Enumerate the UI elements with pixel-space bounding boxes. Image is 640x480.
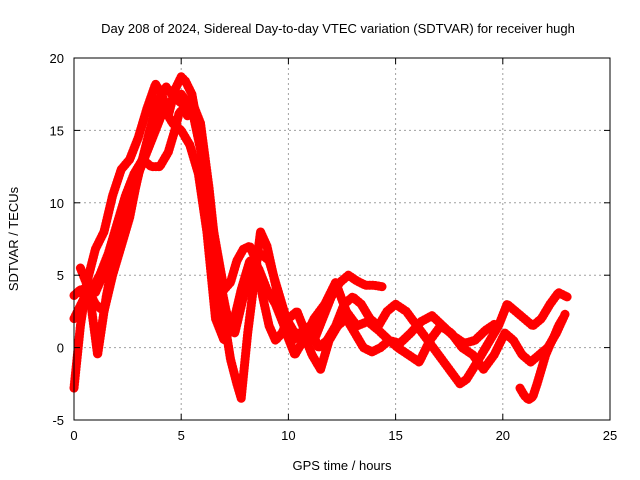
y-tick-label: 10: [50, 196, 64, 211]
y-axis-label: SDTVAR / TECUs: [6, 186, 21, 291]
series-track-c-markers: [73, 104, 572, 389]
tick-layer: 0 5 10 15 20 25 -5 0 5 10 15 20: [50, 51, 618, 443]
series-track-f-markers: [515, 314, 568, 405]
series-track-e-markers: [69, 104, 193, 300]
x-tick-label: 0: [70, 428, 77, 443]
x-tick-label: 15: [388, 428, 402, 443]
x-tick-label: 20: [496, 428, 510, 443]
y-tick-label: 0: [57, 341, 64, 356]
x-tick-label: 10: [281, 428, 295, 443]
x-tick-label: 25: [603, 428, 617, 443]
x-axis-label: GPS time / hours: [293, 458, 392, 473]
y-tick-label: 15: [50, 123, 64, 138]
series-track-d-markers: [75, 82, 570, 374]
y-tick-label: 5: [57, 268, 64, 283]
y-tick-label: -5: [52, 413, 64, 428]
x-tick-label: 5: [178, 428, 185, 443]
chart-title: Day 208 of 2024, Sidereal Day-to-day VTE…: [101, 21, 575, 36]
plot-frame: [73, 57, 611, 421]
y-tick-label: 20: [50, 51, 64, 66]
series-layer: [69, 72, 572, 405]
